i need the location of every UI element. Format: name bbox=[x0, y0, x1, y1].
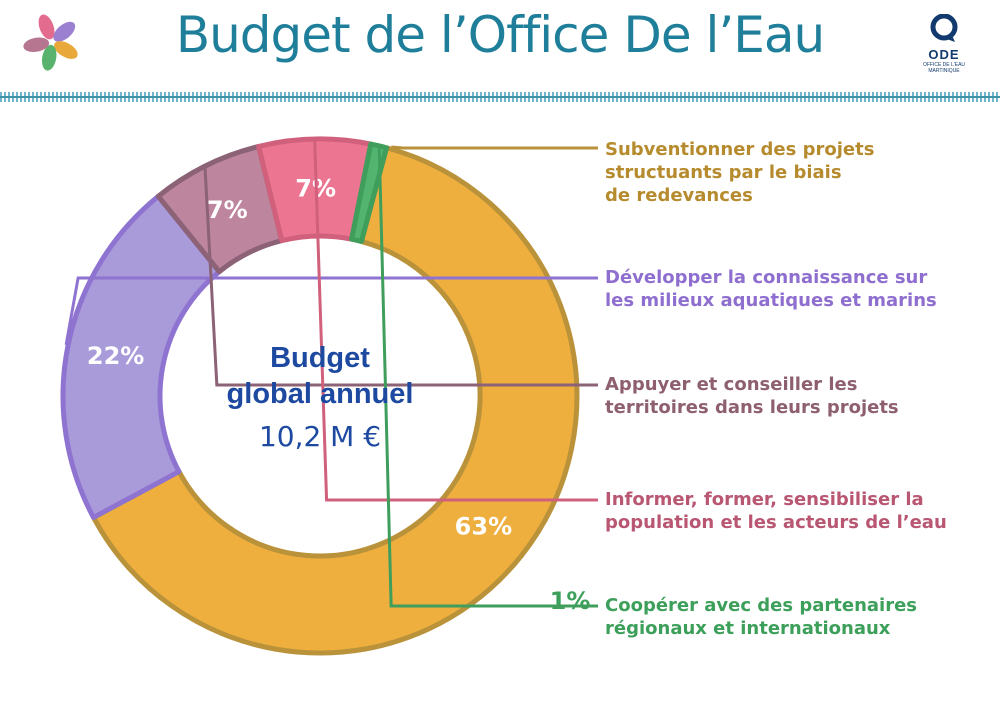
slice-value-label-3: 7% bbox=[207, 196, 248, 224]
ode-logo: ODE OFFICE DE L'EAU MARTINIQUE bbox=[914, 13, 974, 84]
page-title: Budget de l’Office De l’Eau bbox=[175, 6, 825, 64]
slice-value-label-2: 22% bbox=[87, 342, 144, 370]
legend-item-1-line-1: Subventionner des projets bbox=[605, 139, 875, 160]
slice-value-label-5: 1% bbox=[550, 587, 591, 615]
legend-item-3: Appuyer et conseiller les territoires dan… bbox=[605, 373, 899, 419]
legend-item-4-line-1: Informer, former, sensibiliser la bbox=[605, 489, 924, 510]
donut-slice-1 bbox=[91, 145, 580, 656]
leader-line-4 bbox=[313, 137, 598, 502]
center-title-line1: Budget bbox=[270, 342, 370, 374]
leader-line-5 bbox=[377, 143, 598, 608]
donut-slice-5 bbox=[349, 141, 390, 244]
legend-item-5: Coopérer avec des partenaires régionaux e… bbox=[605, 594, 917, 640]
ode-logo-sub1: OFFICE DE L'EAU bbox=[922, 62, 966, 68]
legend-item-1-line-2: structuants par le biais bbox=[605, 162, 842, 183]
center-title-line2: global annuel bbox=[226, 378, 414, 410]
legend-item-1: Subventionner des projets structuants par… bbox=[605, 138, 874, 207]
leader-line-3 bbox=[203, 163, 598, 387]
flower-logo-icon bbox=[23, 14, 78, 71]
legend-item-3-line-2: territoires dans leurs projets bbox=[605, 397, 899, 418]
center-amount: 10,2 M € bbox=[258, 420, 382, 453]
legend-item-5-line-1: Coopérer avec des partenaires bbox=[605, 595, 918, 616]
ode-drop-icon bbox=[930, 13, 958, 42]
legend-item-3-line-1: Appuyer et conseiller les bbox=[605, 374, 858, 395]
slice-value-label-1: 63% bbox=[455, 513, 512, 541]
leader-line-2 bbox=[64, 276, 598, 346]
ode-logo-sub2: MARTINIQUE bbox=[928, 68, 960, 74]
leader-line-1 bbox=[391, 145, 598, 150]
legend-item-2-line-1: Développer la connaissance sur bbox=[605, 267, 928, 288]
ode-logo-word: ODE bbox=[928, 47, 960, 62]
legend-item-4: Informer, former, sensibiliser la populat… bbox=[605, 488, 947, 534]
legend-item-2: Développer la connaissance sur les milieu… bbox=[605, 266, 937, 312]
header-divider bbox=[0, 92, 1000, 102]
legend-item-2-line-2: les milieux aquatiques et marins bbox=[605, 290, 937, 311]
legend-item-1-line-3: de redevances bbox=[605, 185, 753, 206]
legend-item-5-line-2: régionaux et internationaux bbox=[605, 618, 891, 639]
legend-item-4-line-2: population et les acteurs de l’eau bbox=[605, 512, 947, 533]
